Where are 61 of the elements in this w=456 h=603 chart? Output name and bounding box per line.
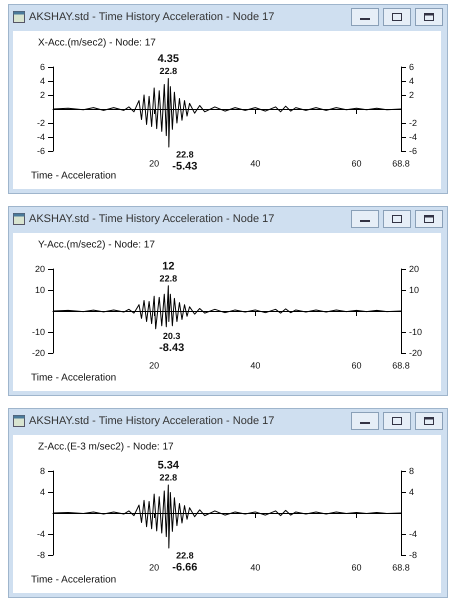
x-tick-label: 68.8 bbox=[392, 360, 410, 370]
x-axis-title: Time - Acceleration bbox=[31, 170, 116, 182]
y-tick-label: -8 bbox=[36, 550, 45, 560]
x-tick-label: 20 bbox=[149, 158, 160, 168]
x-tick-label: 60 bbox=[351, 562, 362, 572]
chart-title: AKSHAY.std - Time History Acceleration - Node 17 bbox=[29, 415, 276, 427]
x-tick-label: 68.8 bbox=[392, 158, 410, 168]
x-axis-title: Time - Acceleration bbox=[31, 574, 116, 586]
y-tick-label: -4 bbox=[36, 132, 45, 142]
y2-tick-label: 20 bbox=[409, 264, 420, 274]
y-tick-label: 10 bbox=[34, 285, 45, 295]
annotation: 20.3 bbox=[162, 331, 180, 342]
x-tick-label: 40 bbox=[250, 562, 260, 572]
y-tick-label: -2 bbox=[36, 118, 45, 128]
y2-tick-label: -10 bbox=[409, 327, 422, 337]
annotation: -6.66 bbox=[172, 561, 198, 574]
y2-tick-label: -4 bbox=[409, 529, 418, 539]
y2-tick-label: 6 bbox=[409, 62, 414, 72]
y-tick-label: 4 bbox=[40, 76, 45, 86]
x-axis-title: Time - Acceleration bbox=[31, 372, 116, 384]
y2-tick-label: 4 bbox=[409, 76, 414, 86]
y2-tick-label: -8 bbox=[409, 550, 418, 560]
annotation: 4.35 bbox=[158, 53, 180, 66]
y2-tick-label: 8 bbox=[409, 466, 414, 476]
y-tick-label: 4 bbox=[40, 487, 45, 497]
y-tick-label: -6 bbox=[36, 146, 45, 156]
chart-subtitle: Y-Acc.(m/sec2) - Node: 17 bbox=[38, 240, 156, 250]
y-tick-label: -10 bbox=[32, 327, 45, 337]
y2-tick-label: 2 bbox=[409, 90, 414, 100]
annotation: -5.43 bbox=[172, 160, 198, 173]
annotation: 22.8 bbox=[160, 66, 178, 76]
y-tick-label: -4 bbox=[36, 529, 45, 539]
y-tick-label: -20 bbox=[32, 348, 45, 358]
annotation: 22.8 bbox=[176, 150, 194, 160]
y-tick-label: 6 bbox=[40, 62, 45, 72]
y2-tick-label: -6 bbox=[409, 146, 418, 156]
annotation: 12 bbox=[162, 260, 174, 272]
x-tick-label: 40 bbox=[250, 158, 260, 168]
annotation: 22.8 bbox=[160, 273, 178, 284]
x-tick-label: 60 bbox=[351, 360, 362, 370]
y2-tick-label: 10 bbox=[409, 285, 420, 295]
y-tick-label: 8 bbox=[40, 466, 45, 476]
x-tick-label: 20 bbox=[149, 562, 160, 572]
chart-title: AKSHAY.std - Time History Acceleration - Node 17 bbox=[29, 213, 276, 225]
x-tick-label: 20 bbox=[149, 360, 160, 370]
annotation: 5.34 bbox=[158, 459, 180, 472]
chart-subtitle: Z-Acc.(E-3 m/sec2) - Node: 17 bbox=[38, 442, 174, 452]
chart-title: AKSHAY.std - Time History Acceleration - Node 17 bbox=[29, 11, 276, 23]
annotation: 22.8 bbox=[176, 550, 194, 560]
annotation: 22.8 bbox=[160, 472, 178, 482]
x-tick-label: 40 bbox=[250, 360, 260, 370]
y2-tick-label: -2 bbox=[409, 118, 418, 128]
x-tick-label: 60 bbox=[351, 158, 362, 168]
chart-subtitle: X-Acc.(m/sec2) - Node: 17 bbox=[38, 38, 156, 48]
y2-tick-label: -4 bbox=[409, 132, 418, 142]
y2-tick-label: 4 bbox=[409, 487, 414, 497]
y-tick-label: 2 bbox=[40, 90, 45, 100]
annotation: -8.43 bbox=[159, 342, 184, 354]
y2-tick-label: -20 bbox=[409, 348, 422, 358]
x-tick-label: 68.8 bbox=[392, 562, 410, 572]
y-tick-label: 20 bbox=[34, 264, 45, 274]
